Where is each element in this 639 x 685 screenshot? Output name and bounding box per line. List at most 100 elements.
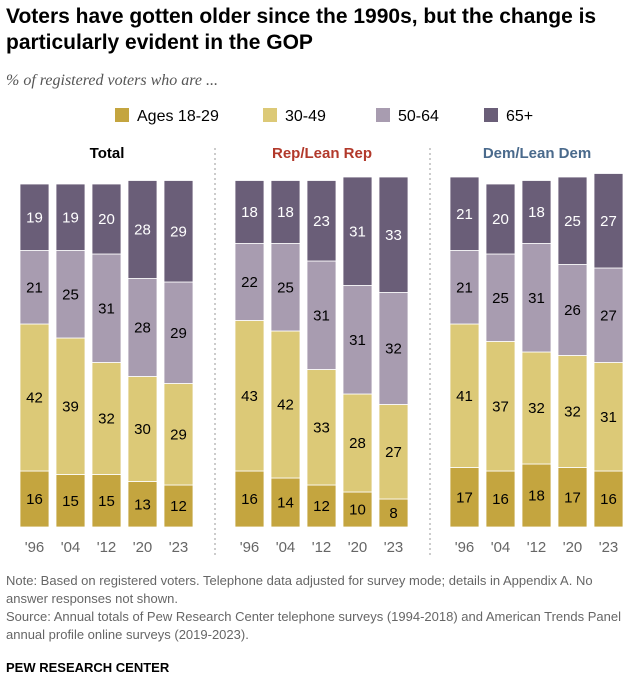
bar-segment: [521, 351, 552, 465]
data-label: 27: [385, 444, 402, 461]
bar-segment: [593, 362, 624, 472]
bar-segment: [593, 173, 624, 269]
bar-segment: [485, 183, 516, 255]
data-label: 33: [313, 419, 330, 436]
data-label: 31: [98, 300, 115, 317]
bar-segment: [270, 243, 301, 332]
bar-segment: [521, 180, 552, 244]
bar-segment: [485, 341, 516, 472]
data-label: 20: [492, 211, 509, 228]
bar-segment: [485, 253, 516, 342]
x-tick-label: '12: [527, 539, 547, 556]
panel-title: Total: [90, 145, 125, 162]
data-label: 32: [385, 341, 402, 358]
data-label: 33: [385, 227, 402, 244]
bar-segment: [163, 281, 194, 384]
bar-segment: [234, 243, 265, 321]
data-label: 27: [600, 307, 617, 324]
x-tick-label: '12: [312, 539, 332, 556]
note-text: Note: Based on registered voters. Teleph…: [6, 573, 593, 606]
panel-title: Dem/Lean Dem: [483, 145, 591, 162]
legend-swatch: [484, 108, 498, 122]
data-label: 31: [528, 290, 545, 307]
bar-segment: [91, 474, 122, 528]
bar-segment: [306, 260, 337, 370]
data-label: 13: [134, 496, 151, 513]
data-label: 18: [528, 488, 545, 505]
legend-swatch: [115, 108, 129, 122]
bar-segment: [234, 470, 265, 528]
data-label: 37: [492, 398, 509, 415]
data-label: 25: [492, 290, 509, 307]
data-label: 12: [170, 498, 187, 515]
data-label: 21: [26, 279, 43, 296]
bar-segment: [557, 264, 588, 356]
data-label: 31: [349, 332, 366, 349]
bar-segment: [342, 491, 373, 528]
brand-logo-text: PEW RESEARCH CENTER: [6, 660, 170, 675]
data-label: 18: [277, 204, 294, 221]
x-tick-label: '96: [240, 539, 260, 556]
data-label: 42: [26, 390, 43, 407]
data-label: 21: [456, 279, 473, 296]
x-tick-label: '20: [133, 539, 153, 556]
data-label: 27: [600, 213, 617, 230]
bar-segment: [593, 470, 624, 528]
x-tick-label: '23: [169, 539, 189, 556]
data-label: 18: [528, 204, 545, 221]
legend-swatch: [263, 108, 277, 122]
data-label: 23: [313, 213, 330, 230]
x-tick-label: '23: [599, 539, 619, 556]
bar-segment: [163, 383, 194, 486]
chart-subtitle: % of registered voters who are ...: [6, 72, 218, 89]
bar-segment: [55, 183, 86, 251]
bar-segment: [19, 323, 50, 472]
bar-segment: [55, 250, 86, 339]
bar-segment: [19, 183, 50, 251]
data-label: 17: [456, 489, 473, 506]
bar-segment: [270, 330, 301, 479]
bar-segment: [270, 180, 301, 244]
bar-segment: [378, 292, 409, 405]
bar-segment: [557, 355, 588, 468]
data-label: 30: [134, 421, 151, 438]
data-label: 8: [389, 505, 397, 522]
data-label: 22: [241, 274, 258, 291]
bar-segment: [270, 477, 301, 528]
data-label: 41: [456, 388, 473, 405]
x-tick-label: '12: [97, 539, 117, 556]
data-label: 31: [349, 223, 366, 240]
data-label: 18: [241, 204, 258, 221]
bar-segment: [91, 183, 122, 255]
bar-segment: [306, 484, 337, 528]
data-label: 25: [277, 279, 294, 296]
data-label: 16: [241, 491, 258, 508]
x-tick-label: '23: [384, 539, 404, 556]
data-label: 32: [98, 411, 115, 428]
data-label: 26: [564, 302, 581, 319]
data-label: 32: [528, 400, 545, 417]
bar-segment: [378, 176, 409, 293]
bar-segment: [521, 243, 552, 353]
bar-segment: [127, 180, 158, 279]
data-label: 25: [62, 286, 79, 303]
data-label: 28: [349, 435, 366, 452]
data-label: 43: [241, 388, 258, 405]
data-label: 31: [600, 409, 617, 426]
stacked-bar-charts: Ages 18-29 30-49 50-64 65+ Total 16 42 21 19 '96 1…: [19, 108, 624, 556]
data-label: 14: [277, 495, 294, 512]
data-label: 19: [26, 209, 43, 226]
bar-segment: [342, 176, 373, 286]
bar-segment: [163, 180, 194, 283]
bar-segment: [378, 498, 409, 528]
bar-segment: [449, 176, 480, 251]
data-label: 17: [564, 489, 581, 506]
data-label: 15: [98, 493, 115, 510]
bar-segment: [127, 376, 158, 482]
data-label: 31: [313, 307, 330, 324]
x-tick-label: '96: [455, 539, 475, 556]
data-label: 39: [62, 398, 79, 415]
x-tick-label: '20: [563, 539, 583, 556]
x-tick-label: '20: [348, 539, 368, 556]
data-label: 10: [349, 502, 366, 519]
